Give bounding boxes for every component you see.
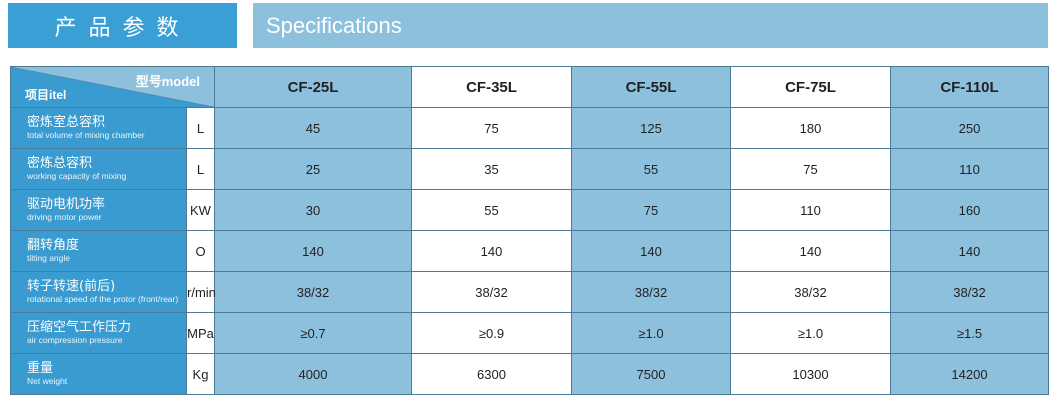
value-cell: 38/32 xyxy=(571,271,731,313)
row-unit: L xyxy=(186,148,215,190)
table-row: 转子转速(前后) rotational speed of the protor (… xyxy=(10,271,1049,313)
value-cell: 38/32 xyxy=(411,271,572,313)
row-unit: MPa xyxy=(186,312,215,354)
row-label-cn: 密炼室总容积 xyxy=(27,115,106,130)
value-cell: 110 xyxy=(890,148,1049,190)
table-row: 密炼室总容积 total volume of mixing chamber L 45 7… xyxy=(10,107,1049,149)
value-cell: 75 xyxy=(571,189,731,231)
row-label-en: working capacity of mixing xyxy=(27,171,127,181)
value-cell: ≥0.9 xyxy=(411,312,572,354)
value-cell: 55 xyxy=(571,148,731,190)
value-cell: 125 xyxy=(571,107,731,149)
value-cell: 250 xyxy=(890,107,1049,149)
corner-header-cell: 型号model 项目itel xyxy=(10,66,215,108)
value-cell: 180 xyxy=(730,107,891,149)
corner-item-label: 项目itel xyxy=(25,88,67,102)
row-unit: KW xyxy=(186,189,215,231)
value-cell: ≥0.7 xyxy=(214,312,412,354)
table-row: 密炼总容积 working capacity of mixing L 25 35 55 75… xyxy=(10,148,1049,190)
header-row: 型号model 项目itel CF-25L CF-35L CF-55L CF-75L C… xyxy=(10,66,1049,108)
banner-title-en: Specifications xyxy=(253,3,1048,48)
value-cell: 6300 xyxy=(411,353,572,395)
corner-model-label: 型号model xyxy=(135,74,200,89)
row-label-en: driving motor power xyxy=(27,212,102,222)
row-label-en: air compression pressure xyxy=(27,335,123,345)
row-label: 密炼总容积 working capacity of mixing xyxy=(10,148,187,190)
value-cell: 140 xyxy=(214,230,412,272)
value-cell: ≥1.5 xyxy=(890,312,1049,354)
model-header-cf-25l: CF-25L xyxy=(214,66,412,108)
table-row: 翻转角度 tilting angle O 140 140 140 140 140 xyxy=(10,230,1049,272)
row-unit: O xyxy=(186,230,215,272)
row-label: 密炼室总容积 total volume of mixing chamber xyxy=(10,107,187,149)
model-header-cf-110l: CF-110L xyxy=(890,66,1049,108)
row-label: 压缩空气工作压力 air compression pressure xyxy=(10,312,187,354)
model-header-cf-55l: CF-55L xyxy=(571,66,731,108)
value-cell: 25 xyxy=(214,148,412,190)
value-cell: ≥1.0 xyxy=(730,312,891,354)
row-label-cn: 压缩空气工作压力 xyxy=(27,320,132,335)
value-cell: 38/32 xyxy=(214,271,412,313)
value-cell: 14200 xyxy=(890,353,1049,395)
specifications-table: 型号model 项目itel CF-25L CF-35L CF-55L CF-75L C… xyxy=(10,66,1049,395)
value-cell: 140 xyxy=(730,230,891,272)
value-cell: 160 xyxy=(890,189,1049,231)
value-cell: 38/32 xyxy=(730,271,891,313)
row-label-cn: 密炼总容积 xyxy=(27,156,93,171)
row-label-en: tilting angle xyxy=(27,253,71,263)
value-cell: 75 xyxy=(411,107,572,149)
row-unit: Kg xyxy=(186,353,215,395)
value-cell: 75 xyxy=(730,148,891,190)
row-label-cn: 驱动电机功率 xyxy=(27,197,106,212)
value-cell: 140 xyxy=(890,230,1049,272)
row-label-cn: 翻转角度 xyxy=(27,238,80,253)
value-cell: 45 xyxy=(214,107,412,149)
row-label: 重量 Net weight xyxy=(10,353,187,395)
row-label: 驱动电机功率 driving motor power xyxy=(10,189,187,231)
value-cell: ≥1.0 xyxy=(571,312,731,354)
row-label-en: Net weight xyxy=(27,376,68,386)
value-cell: 38/32 xyxy=(890,271,1049,313)
row-label-en: rotational speed of the protor (front/re… xyxy=(27,294,179,304)
value-cell: 7500 xyxy=(571,353,731,395)
value-cell: 140 xyxy=(411,230,572,272)
row-unit: L xyxy=(186,107,215,149)
value-cell: 140 xyxy=(571,230,731,272)
banner-title-cn: 产品参数 xyxy=(8,3,237,48)
diagonal-divider xyxy=(11,67,214,107)
row-label-en: total volume of mixing chamber xyxy=(27,130,145,140)
table-row: 驱动电机功率 driving motor power KW 30 55 75 110 160 xyxy=(10,189,1049,231)
value-cell: 55 xyxy=(411,189,572,231)
value-cell: 110 xyxy=(730,189,891,231)
row-label: 转子转速(前后) rotational speed of the protor (… xyxy=(10,271,187,313)
table-row: 压缩空气工作压力 air compression pressure MPa ≥0.7 ≥… xyxy=(10,312,1049,354)
row-label-cn: 重量 xyxy=(27,361,54,376)
table-row: 重量 Net weight Kg 4000 6300 7500 10300 14200 xyxy=(10,353,1049,395)
model-header-cf-75l: CF-75L xyxy=(730,66,891,108)
row-label-cn: 转子转速(前后) xyxy=(27,279,116,294)
row-label: 翻转角度 tilting angle xyxy=(10,230,187,272)
row-unit: r/min xyxy=(186,271,216,313)
value-cell: 10300 xyxy=(730,353,891,395)
value-cell: 35 xyxy=(411,148,572,190)
value-cell: 30 xyxy=(214,189,412,231)
model-header-cf-35l: CF-35L xyxy=(411,66,572,108)
value-cell: 4000 xyxy=(214,353,412,395)
